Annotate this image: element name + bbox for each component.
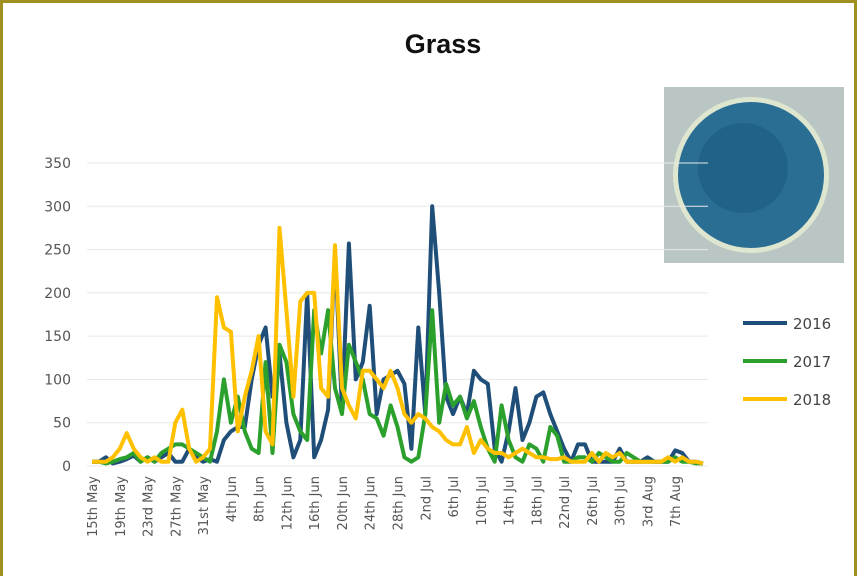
legend-label: 2017	[793, 353, 831, 371]
x-tick-label: 22nd Jul	[558, 476, 573, 529]
chart-frame: Grass 0 50 100 150 200 250 300 350 15th May 19th …	[0, 0, 857, 576]
x-tick-label: 31st May	[197, 476, 212, 536]
x-tick-label: 2nd Jul	[419, 476, 434, 521]
legend-label: 2018	[793, 391, 831, 409]
x-tick-label: 26th Jul	[586, 476, 601, 526]
x-tick-label: 7th Aug	[669, 476, 684, 527]
x-tick-label: 14th Jul	[503, 476, 518, 526]
x-tick-label: 15th May	[86, 476, 101, 537]
x-tick-label: 30th Jul	[614, 476, 629, 526]
x-tick-label: 12th Jun	[280, 476, 295, 530]
y-tick-label: 150	[44, 329, 71, 345]
y-tick-label: 100	[44, 372, 71, 388]
x-tick-label: 10th Jul	[475, 476, 490, 526]
x-tick-label: 6th Jul	[447, 476, 462, 517]
x-tick-label: 23rd May	[142, 476, 157, 537]
x-tick-label: 16th Jun	[308, 476, 323, 530]
x-tick-label: 19th May	[114, 476, 129, 537]
x-tick-label: 24th Jun	[364, 476, 379, 530]
x-tick-label: 3rd Aug	[641, 476, 656, 527]
legend-label: 2016	[793, 315, 831, 333]
y-tick-label: 200	[44, 286, 71, 302]
x-tick-label: 4th Jun	[225, 476, 240, 522]
x-tick-label: 28th Jun	[392, 476, 407, 530]
y-tick-label: 250	[44, 243, 71, 259]
y-tick-label: 300	[44, 199, 71, 215]
x-tick-label: 8th Jun	[253, 476, 268, 522]
pollen-image	[664, 87, 844, 263]
y-tick-label: 350	[44, 156, 71, 172]
y-tick-label: 50	[53, 416, 71, 432]
chart-title: Grass	[405, 29, 482, 59]
x-tick-label: 20th Jun	[336, 476, 351, 530]
y-tick-label: 0	[62, 459, 71, 475]
x-tick-label: 18th Jul	[530, 476, 545, 526]
chart: Grass 0 50 100 150 200 250 300 350 15th May 19th …	[3, 3, 854, 576]
x-tick-label: 27th May	[169, 476, 184, 537]
